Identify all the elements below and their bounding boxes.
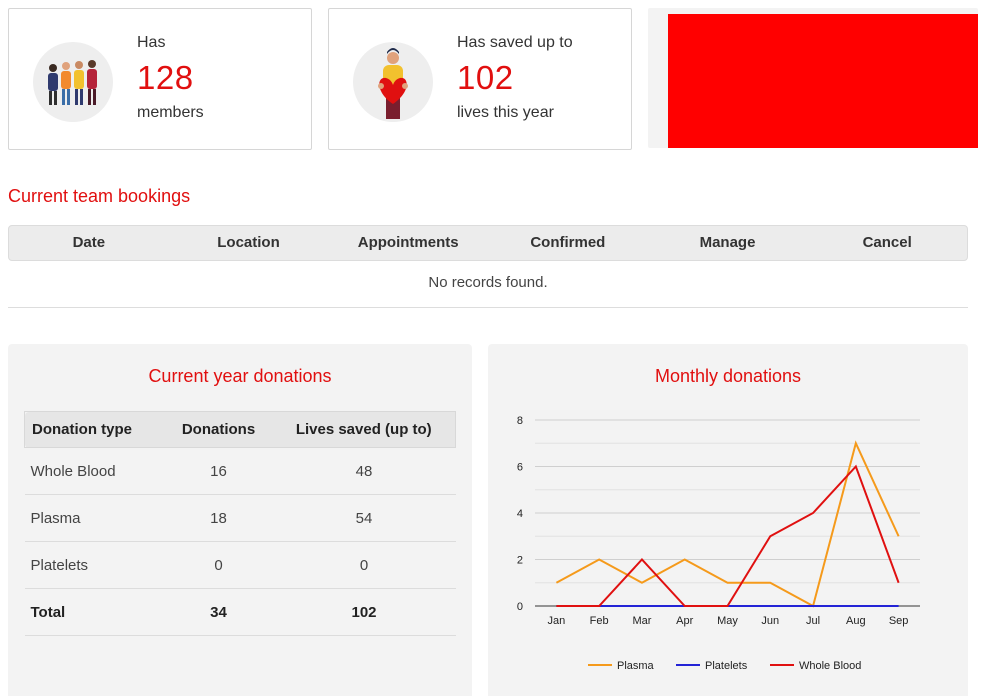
table-row: Whole Blood 16 48 bbox=[24, 447, 456, 495]
legend-label: Plasma bbox=[617, 660, 655, 672]
lives-count: 102 bbox=[457, 59, 514, 96]
donation-type-cell: Plasma bbox=[24, 494, 165, 542]
table-header-row: Donation type Donations Lives saved (up … bbox=[24, 411, 456, 448]
y-tick-label: 6 bbox=[517, 462, 523, 474]
donations-cell: 18 bbox=[164, 494, 273, 542]
legend-label: Platelets bbox=[705, 660, 748, 672]
donations-cell: 0 bbox=[164, 541, 273, 589]
group-of-people-icon bbox=[33, 42, 113, 122]
donations-table: Donation type Donations Lives saved (up … bbox=[24, 411, 456, 636]
total-row: Total 34 102 bbox=[24, 588, 456, 636]
x-tick-label: May bbox=[717, 615, 738, 627]
lives-saved-cell: 48 bbox=[272, 447, 456, 495]
column-header-donation-type: Donation type bbox=[24, 411, 165, 448]
x-tick-label: Sep bbox=[889, 615, 909, 627]
members-count: 128 bbox=[137, 59, 194, 96]
column-header-manage: Manage bbox=[699, 234, 756, 251]
column-header-cancel: Cancel bbox=[862, 234, 912, 251]
legend-label: Whole Blood bbox=[799, 660, 861, 672]
members-post-label: members bbox=[137, 104, 204, 121]
x-tick-label: Mar bbox=[632, 615, 651, 627]
total-lives-saved: 102 bbox=[272, 588, 456, 636]
series-line-plasma bbox=[555, 440, 900, 608]
column-header-confirmed: Confirmed bbox=[530, 234, 606, 251]
y-tick-label: 0 bbox=[517, 601, 523, 613]
donation-type-cell: Platelets bbox=[24, 541, 165, 589]
members-pre-label: Has bbox=[137, 34, 166, 51]
bookings-table-header: Date Location Appointments Confirmed Man… bbox=[8, 225, 968, 261]
total-label: Total bbox=[24, 588, 165, 636]
x-tick-label: Apr bbox=[676, 615, 693, 627]
promo-banner-container bbox=[648, 8, 978, 148]
total-donations: 34 bbox=[164, 588, 273, 636]
current-year-donations-panel: Current year donations Donation type Don… bbox=[8, 344, 472, 696]
monthly-donations-chart: 0 2 4 6 8 Jan Feb Mar Apr May Jun Jul Aug Sep Plasma Pl… bbox=[517, 415, 920, 672]
column-header-appointments: Appointments bbox=[357, 234, 459, 251]
y-tick-label: 8 bbox=[517, 415, 523, 427]
table-row: Platelets 0 0 bbox=[24, 541, 456, 589]
empty-state-message: No records found. bbox=[428, 274, 548, 291]
panel-title: Monthly donations bbox=[654, 366, 802, 386]
donations-cell: 16 bbox=[164, 447, 273, 495]
y-tick-label: 2 bbox=[517, 555, 523, 567]
monthly-donations-panel: Monthly donations 0 2 4 6 8 Jan Feb Mar Apr May Ju… bbox=[488, 344, 968, 696]
x-tick-label: Jun bbox=[761, 615, 779, 627]
x-tick-label: Jan bbox=[548, 615, 566, 627]
x-tick-label: Feb bbox=[590, 615, 609, 627]
promo-banner[interactable] bbox=[668, 14, 978, 148]
lives-saved-cell: 0 bbox=[272, 541, 456, 589]
column-header-location: Location bbox=[217, 234, 280, 251]
panel-title: Current year donations bbox=[148, 366, 332, 386]
donation-type-cell: Whole Blood bbox=[24, 447, 165, 495]
lives-saved-card: Has saved up to 102 lives this year bbox=[328, 8, 632, 150]
column-header-date: Date bbox=[72, 234, 106, 251]
y-tick-label: 4 bbox=[517, 508, 523, 520]
members-card: Has 128 members bbox=[8, 8, 312, 150]
lives-post-label: lives this year bbox=[457, 104, 554, 121]
bookings-title: Current team bookings bbox=[8, 186, 191, 206]
lives-saved-cell: 54 bbox=[272, 494, 456, 542]
series-line-whole-blood bbox=[556, 464, 900, 607]
column-header-donations: Donations bbox=[164, 411, 273, 448]
divider bbox=[8, 307, 968, 308]
column-header-lives-saved: Lives saved (up to) bbox=[272, 411, 456, 448]
x-tick-label: Aug bbox=[846, 615, 866, 627]
x-tick-label: Jul bbox=[806, 615, 820, 627]
table-row: Plasma 18 54 bbox=[24, 494, 456, 542]
lives-pre-label: Has saved up to bbox=[457, 34, 573, 51]
person-holding-heart-icon bbox=[353, 42, 433, 122]
